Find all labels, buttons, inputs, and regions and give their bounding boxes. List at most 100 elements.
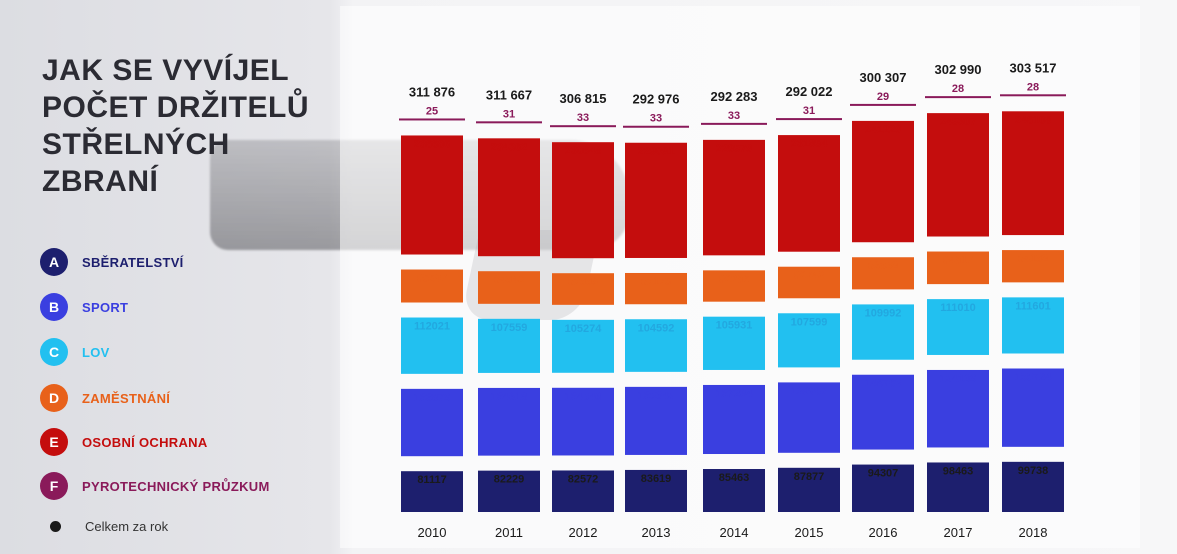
bar-segment-zaměstnání — [1002, 250, 1064, 283]
bar-segment-osobní-ochrana — [778, 135, 840, 252]
x-tick-label: 2018 — [1019, 525, 1048, 540]
x-tick-label: 2011 — [495, 525, 523, 540]
data-label: 107559 — [491, 322, 528, 334]
data-label: 104592 — [638, 322, 675, 334]
legend-label: SBĚRATELSTVÍ — [82, 254, 184, 270]
legend-badge: A — [40, 248, 68, 276]
bar-segment-sběratelství — [703, 469, 765, 512]
legend-label: OSOBNÍ OCHRANA — [82, 434, 208, 450]
legend-badge: C — [40, 338, 68, 366]
total-label: 302 990 — [935, 62, 982, 77]
data-label: 231854 — [791, 138, 829, 150]
bar-segment-sport — [625, 386, 687, 455]
data-label: 33 — [650, 113, 662, 125]
data-label: 111010 — [940, 302, 976, 314]
x-tick-label: 2014 — [720, 525, 749, 540]
bar-segment-pyrotechnicky-pruzkum — [623, 125, 689, 128]
data-label: 99738 — [1018, 465, 1049, 477]
bar-segment-pyrotechnicky-pruzkum — [1000, 94, 1066, 97]
data-label: 64840 — [494, 274, 525, 286]
legend-label: SPORT — [82, 299, 129, 315]
data-label: 31 — [803, 105, 815, 117]
legend-label: LOV — [82, 344, 110, 360]
bar-segment-zaměstnání — [625, 272, 687, 305]
bar-segment-sběratelství — [625, 469, 687, 512]
data-label: 236686 — [414, 138, 451, 150]
bar-segment-sport — [478, 387, 540, 456]
legend-badge: F — [40, 472, 68, 500]
data-label: 33 — [728, 110, 740, 122]
data-label: 107599 — [791, 316, 828, 328]
x-tick-label: 2016 — [869, 525, 898, 540]
bar-segment-pyrotechnicky-pruzkum — [776, 118, 842, 121]
bar-segment-sport — [703, 384, 765, 455]
data-label: 134618 — [491, 391, 528, 403]
bar-segment-sběratelství — [552, 470, 614, 512]
title-line: STŘELNÝCH — [42, 128, 230, 161]
data-label: 25 — [426, 105, 438, 117]
data-label: 31 — [503, 108, 515, 120]
bar-segment-zaměstnání — [703, 270, 765, 302]
data-label: 234362 — [491, 141, 528, 153]
data-label: 65597 — [417, 273, 448, 285]
title-line: JAK SE VYVÍJEL — [42, 54, 290, 87]
bar-segment-sběratelství — [927, 462, 989, 512]
data-label: 64817 — [943, 255, 974, 267]
legend-item-zamestnani: D ZAMĚSTNÁNÍ — [40, 383, 170, 413]
legend-badge: D — [40, 384, 68, 412]
data-label: 241229 — [865, 124, 902, 136]
data-label: 154109 — [940, 373, 977, 385]
total-label: 311 876 — [409, 84, 455, 99]
x-tick-label: 2017 — [944, 525, 973, 540]
data-label: 33 — [577, 112, 589, 124]
total-label: 292 976 — [633, 92, 680, 107]
legend-item-pyrotechnicky-pruzkum: F PYROTECHNICKÝ PRŮZKUM — [40, 471, 270, 501]
data-label: 62286 — [719, 273, 750, 285]
bar-segment-sběratelství — [401, 471, 463, 512]
legend-badge: B — [40, 293, 68, 321]
bar-segment-sport — [552, 387, 614, 456]
legend-item-sport: B SPORT — [40, 292, 128, 322]
bar-segment-osobní-ochrana — [703, 139, 765, 256]
total-dot-icon — [50, 520, 61, 532]
data-label: 155724 — [1015, 372, 1053, 384]
legend-badge: E — [40, 428, 68, 456]
bar-segment-lov — [478, 318, 540, 373]
bar-segment-sport — [1002, 368, 1064, 447]
bar-segment-lov — [625, 319, 687, 372]
data-label: 105274 — [565, 323, 603, 335]
data-label: 63938 — [868, 260, 899, 272]
bar-segment-lov — [852, 304, 914, 360]
bar-segment-lov — [401, 317, 463, 374]
bar-segment-sběratelství — [1002, 461, 1064, 512]
bar-segment-lov — [552, 319, 614, 373]
legend-label: ZAMĚSTNÁNÍ — [82, 390, 171, 406]
legend-label: PYROTECHNICKÝ PRŮZKUM — [82, 478, 270, 494]
title-line: ZBRANÍ — [42, 165, 159, 198]
bar-segment-zaměstnání — [778, 266, 840, 299]
bar-segment-sport — [778, 382, 840, 453]
bar-segment-osobní-ochrana — [478, 138, 540, 257]
bar-segment-osobní-ochrana — [401, 135, 463, 255]
total-label: 303 517 — [1010, 60, 1057, 75]
data-label: 139967 — [791, 385, 828, 397]
bar-segment-zaměstnání — [927, 251, 989, 285]
data-label: 137284 — [716, 388, 754, 400]
data-label: 229091 — [638, 146, 675, 158]
bar-segment-lov — [703, 316, 765, 370]
total-label: 292 283 — [711, 89, 758, 104]
legend-item-lov: C LOV — [40, 337, 110, 367]
bar-segment-pyrotechnicky-pruzkum — [701, 122, 767, 125]
data-label: 148769 — [865, 378, 902, 390]
bar-segment-osobní-ochrana — [552, 142, 614, 259]
legend-item-osobni-ochrana: E OSOBNÍ OCHRANA — [40, 427, 208, 457]
bar-segment-sport — [401, 388, 463, 457]
bar-segment-lov — [1002, 297, 1064, 354]
data-label: 109992 — [865, 307, 902, 319]
data-label: 29 — [877, 91, 889, 103]
data-label: 83619 — [641, 473, 672, 485]
data-label: 62889 — [568, 276, 599, 288]
bar-segment-lov — [778, 313, 840, 368]
total-label: 292 022 — [786, 84, 833, 99]
